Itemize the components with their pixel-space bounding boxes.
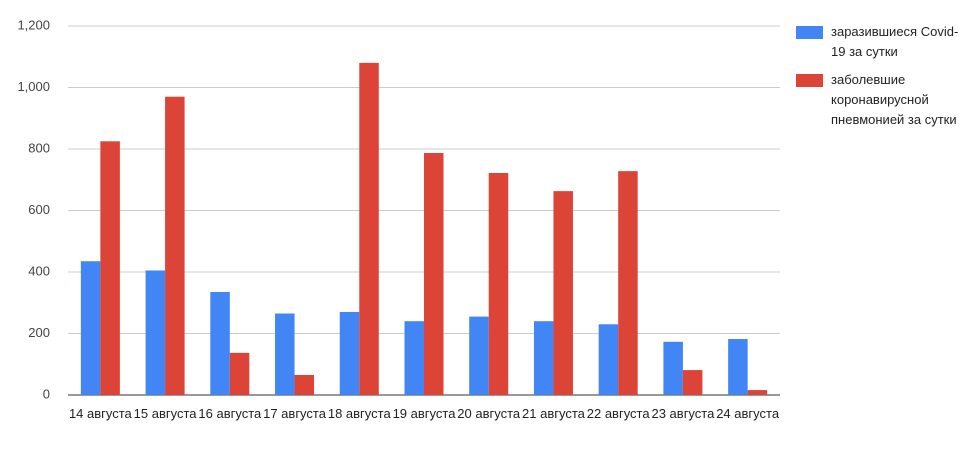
bar xyxy=(100,141,120,395)
bar xyxy=(80,261,101,395)
bar xyxy=(488,172,509,395)
y-tick-label: 400 xyxy=(28,263,50,278)
x-tick-label: 20 августа xyxy=(457,406,521,421)
x-tick-label: 24 августа xyxy=(716,406,780,421)
bar xyxy=(618,171,638,395)
bar xyxy=(533,321,554,395)
bar xyxy=(210,291,230,395)
y-tick-label: 0 xyxy=(43,386,50,401)
bar xyxy=(229,352,250,395)
bar xyxy=(275,313,295,395)
legend-swatch xyxy=(796,26,823,39)
x-tick-label: 18 августа xyxy=(327,406,391,421)
x-tick-label: 15 августа xyxy=(133,406,197,421)
bar xyxy=(165,96,185,395)
x-tick-label: 23 августа xyxy=(651,406,715,421)
x-tick-label: 17 августа xyxy=(263,406,326,421)
bar xyxy=(682,370,703,395)
legend-label: заболевшие коронавирусной пневмонией за … xyxy=(831,72,957,127)
y-tick-label: 1,200 xyxy=(17,17,50,32)
y-tick-label: 600 xyxy=(28,202,50,217)
bar xyxy=(728,339,748,395)
legend-label: заразившиеся Covid-19 за сутки xyxy=(831,24,959,59)
bar xyxy=(598,324,619,395)
legend-swatch xyxy=(796,74,823,87)
bar xyxy=(145,270,166,395)
bar xyxy=(359,62,379,396)
bar xyxy=(747,390,768,395)
x-tick-label: 19 августа xyxy=(392,406,456,421)
bar xyxy=(404,321,424,395)
y-tick-label: 200 xyxy=(28,325,50,340)
x-tick-label: 16 августа xyxy=(198,406,262,421)
bar xyxy=(469,316,489,395)
x-tick-label: 14 августа xyxy=(68,406,132,421)
x-tick-label: 22 августа xyxy=(586,406,650,421)
x-tick-label: 21 августа xyxy=(522,406,585,421)
bar xyxy=(424,152,444,395)
y-tick-label: 800 xyxy=(28,140,50,155)
y-tick-label: 1,000 xyxy=(17,79,50,94)
bar xyxy=(339,311,360,395)
bar xyxy=(663,341,683,395)
bar xyxy=(553,191,573,395)
bar xyxy=(294,375,315,395)
